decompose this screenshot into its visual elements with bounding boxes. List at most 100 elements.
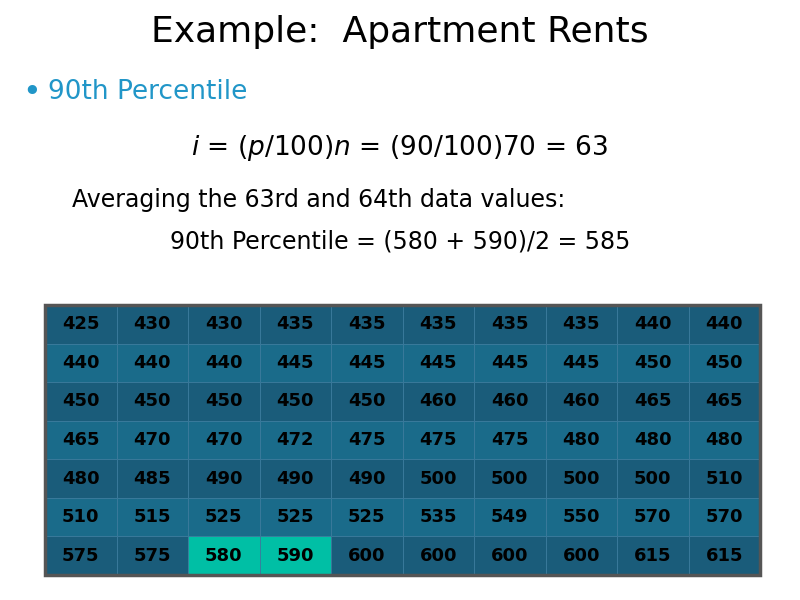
Text: 580: 580 [205, 547, 242, 565]
Text: 475: 475 [348, 431, 386, 449]
Bar [402, 344, 474, 382]
Text: •: • [22, 76, 42, 107]
Text: 90th Percentile: 90th Percentile [48, 79, 247, 105]
Bar [546, 459, 617, 498]
Text: 450: 450 [277, 392, 314, 410]
Bar [45, 305, 117, 344]
Text: 470: 470 [134, 431, 171, 449]
Text: 430: 430 [205, 315, 242, 333]
Bar [402, 382, 474, 421]
Bar [617, 459, 689, 498]
Bar [331, 344, 402, 382]
Text: 615: 615 [634, 547, 671, 565]
Text: 510: 510 [706, 470, 743, 488]
Text: 500: 500 [491, 470, 529, 488]
Bar [45, 498, 117, 536]
Bar [474, 421, 546, 459]
Text: 450: 450 [706, 354, 743, 372]
Text: 535: 535 [419, 508, 457, 526]
Bar [331, 421, 402, 459]
Text: Averaging the 63rd and 64th data values:: Averaging the 63rd and 64th data values: [72, 188, 566, 212]
Text: 445: 445 [491, 354, 529, 372]
Bar [45, 421, 117, 459]
Text: 570: 570 [706, 508, 743, 526]
Text: 90th Percentile = (580 + 590)/2 = 585: 90th Percentile = (580 + 590)/2 = 585 [170, 230, 630, 254]
Bar [117, 382, 188, 421]
Text: 549: 549 [491, 508, 529, 526]
Text: 445: 445 [419, 354, 457, 372]
Bar [259, 498, 331, 536]
Text: 575: 575 [62, 547, 99, 565]
Bar [689, 498, 760, 536]
Bar [45, 382, 117, 421]
Text: 465: 465 [634, 392, 671, 410]
Text: 525: 525 [205, 508, 242, 526]
Bar [689, 421, 760, 459]
Bar [474, 459, 546, 498]
Text: 490: 490 [348, 470, 386, 488]
Bar [117, 536, 188, 575]
Bar [259, 305, 331, 344]
Text: 475: 475 [491, 431, 529, 449]
Text: 445: 445 [562, 354, 600, 372]
Bar [259, 344, 331, 382]
Bar [259, 421, 331, 459]
Text: 440: 440 [205, 354, 242, 372]
Bar [259, 536, 331, 575]
Bar [45, 459, 117, 498]
Bar [331, 459, 402, 498]
Text: 440: 440 [706, 315, 743, 333]
Bar [546, 421, 617, 459]
Text: 550: 550 [562, 508, 600, 526]
Text: 435: 435 [562, 315, 600, 333]
Bar [188, 459, 259, 498]
Bar [331, 305, 402, 344]
Text: 600: 600 [419, 547, 457, 565]
Bar [117, 305, 188, 344]
Text: 465: 465 [706, 392, 743, 410]
Text: 525: 525 [348, 508, 386, 526]
Text: 490: 490 [277, 470, 314, 488]
Bar [546, 344, 617, 382]
Bar [689, 305, 760, 344]
Text: 445: 445 [348, 354, 386, 372]
Bar [331, 382, 402, 421]
Text: 490: 490 [205, 470, 242, 488]
Bar [188, 344, 259, 382]
Bar [188, 536, 259, 575]
Bar [45, 536, 117, 575]
Text: 470: 470 [205, 431, 242, 449]
Bar [617, 382, 689, 421]
Bar [474, 344, 546, 382]
Text: 570: 570 [634, 508, 671, 526]
Text: 435: 435 [277, 315, 314, 333]
Bar [689, 382, 760, 421]
Text: 472: 472 [277, 431, 314, 449]
Text: 615: 615 [706, 547, 743, 565]
Text: 425: 425 [62, 315, 99, 333]
Text: 480: 480 [62, 470, 99, 488]
Bar [617, 498, 689, 536]
Text: 435: 435 [419, 315, 457, 333]
Text: 460: 460 [419, 392, 457, 410]
Bar [402, 498, 474, 536]
Text: 600: 600 [348, 547, 386, 565]
Text: 435: 435 [348, 315, 386, 333]
Bar [474, 382, 546, 421]
Text: 440: 440 [634, 315, 671, 333]
Text: 460: 460 [491, 392, 529, 410]
Bar [117, 421, 188, 459]
Bar [188, 305, 259, 344]
Bar [474, 305, 546, 344]
Bar [617, 305, 689, 344]
Text: 590: 590 [277, 547, 314, 565]
Text: 510: 510 [62, 508, 99, 526]
Bar [331, 536, 402, 575]
Bar [402, 459, 474, 498]
Text: 480: 480 [706, 431, 743, 449]
Bar [689, 459, 760, 498]
Text: 460: 460 [562, 392, 600, 410]
Bar [402, 421, 474, 459]
Text: 430: 430 [134, 315, 171, 333]
Text: 515: 515 [134, 508, 171, 526]
